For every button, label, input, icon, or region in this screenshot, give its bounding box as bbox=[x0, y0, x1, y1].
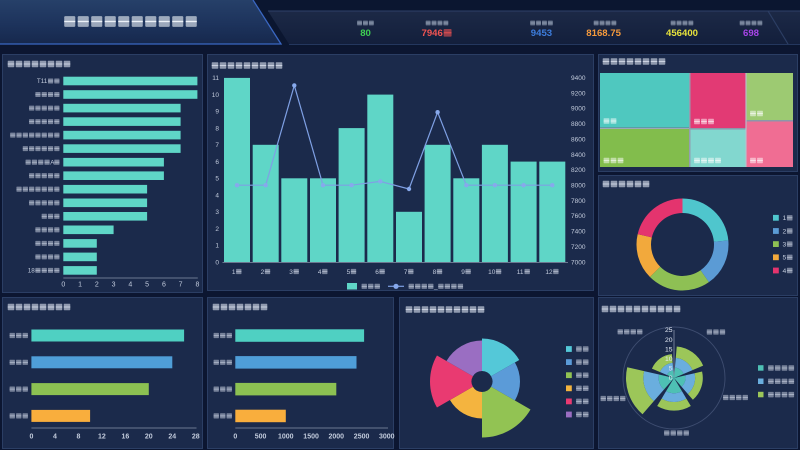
svg-text:2: 2 bbox=[95, 282, 99, 289]
svg-text:_: _ bbox=[433, 284, 438, 291]
svg-text:16: 16 bbox=[122, 434, 130, 441]
svg-text:4: 4 bbox=[783, 268, 787, 275]
svg-text:456400: 456400 bbox=[666, 28, 698, 39]
svg-text:9: 9 bbox=[215, 109, 219, 116]
svg-text:1: 1 bbox=[232, 269, 236, 276]
svg-text:7400: 7400 bbox=[571, 229, 586, 236]
svg-text:7: 7 bbox=[404, 269, 408, 276]
svg-text:4: 4 bbox=[128, 282, 132, 289]
svg-text:25: 25 bbox=[665, 327, 673, 334]
svg-text:0: 0 bbox=[215, 259, 219, 266]
svg-text:20: 20 bbox=[665, 337, 673, 344]
svg-text:20: 20 bbox=[145, 434, 153, 441]
svg-text:1: 1 bbox=[215, 243, 219, 250]
svg-text:1500: 1500 bbox=[303, 434, 319, 441]
svg-text:9200: 9200 bbox=[571, 90, 586, 97]
svg-text:2: 2 bbox=[215, 226, 219, 233]
svg-text:1: 1 bbox=[783, 215, 787, 222]
svg-text:4: 4 bbox=[215, 192, 219, 199]
svg-text:2500: 2500 bbox=[354, 434, 370, 441]
svg-text:2: 2 bbox=[783, 228, 787, 235]
svg-text:7: 7 bbox=[179, 282, 183, 289]
svg-text:10: 10 bbox=[488, 269, 496, 276]
svg-text:8168.75: 8168.75 bbox=[586, 28, 621, 39]
svg-text:5: 5 bbox=[347, 269, 351, 276]
svg-text:8: 8 bbox=[195, 282, 199, 289]
svg-text:7600: 7600 bbox=[571, 213, 586, 220]
svg-text:12: 12 bbox=[98, 434, 106, 441]
svg-text:8200: 8200 bbox=[571, 167, 586, 174]
svg-text:5: 5 bbox=[669, 366, 673, 373]
svg-text:0: 0 bbox=[669, 375, 673, 382]
svg-text:6: 6 bbox=[375, 269, 379, 276]
svg-text:8800: 8800 bbox=[571, 121, 586, 128]
svg-text:1000: 1000 bbox=[278, 434, 294, 441]
svg-text:4: 4 bbox=[53, 434, 57, 441]
svg-text:2000: 2000 bbox=[329, 434, 345, 441]
svg-text:7946: 7946 bbox=[422, 28, 443, 39]
svg-text:5: 5 bbox=[783, 255, 787, 262]
svg-text:3: 3 bbox=[783, 242, 787, 249]
svg-text:9000: 9000 bbox=[571, 106, 586, 113]
svg-text:3: 3 bbox=[289, 269, 293, 276]
svg-text:11: 11 bbox=[517, 269, 524, 276]
svg-text:8: 8 bbox=[215, 125, 219, 132]
svg-text:28: 28 bbox=[192, 434, 200, 441]
svg-text:3: 3 bbox=[112, 282, 116, 289]
svg-text:7200: 7200 bbox=[571, 244, 586, 251]
svg-text:0: 0 bbox=[233, 434, 237, 441]
svg-text:80: 80 bbox=[360, 28, 371, 39]
svg-text:0: 0 bbox=[29, 434, 33, 441]
svg-text:8600: 8600 bbox=[571, 136, 586, 143]
svg-text:9453: 9453 bbox=[531, 28, 552, 39]
svg-text:8: 8 bbox=[433, 269, 437, 276]
svg-text:7: 7 bbox=[215, 142, 219, 149]
svg-text:0: 0 bbox=[61, 282, 65, 289]
svg-text:T11: T11 bbox=[37, 78, 48, 85]
svg-text:2: 2 bbox=[261, 269, 265, 276]
svg-text:1: 1 bbox=[78, 282, 82, 289]
svg-text:10: 10 bbox=[212, 92, 220, 99]
svg-text:500: 500 bbox=[255, 434, 267, 441]
svg-text:4: 4 bbox=[318, 269, 322, 276]
svg-text:15: 15 bbox=[665, 346, 673, 353]
svg-text:6: 6 bbox=[215, 159, 219, 166]
svg-text:18: 18 bbox=[28, 268, 36, 275]
svg-text:10: 10 bbox=[665, 356, 673, 363]
svg-text:7800: 7800 bbox=[571, 198, 586, 205]
svg-text:3000: 3000 bbox=[379, 434, 395, 441]
svg-text:5: 5 bbox=[145, 282, 149, 289]
svg-text:A: A bbox=[50, 159, 55, 166]
svg-text:9400: 9400 bbox=[571, 75, 586, 82]
svg-text:3: 3 bbox=[215, 209, 219, 216]
svg-text:698: 698 bbox=[743, 28, 760, 39]
svg-text:8: 8 bbox=[76, 434, 80, 441]
svg-text:24: 24 bbox=[168, 434, 176, 441]
svg-text:5: 5 bbox=[215, 176, 219, 183]
svg-text:7000: 7000 bbox=[571, 259, 586, 266]
svg-text:12: 12 bbox=[545, 269, 553, 276]
svg-text:6: 6 bbox=[162, 282, 166, 289]
svg-text:9: 9 bbox=[461, 269, 465, 276]
svg-text:8000: 8000 bbox=[571, 183, 586, 190]
svg-text:8400: 8400 bbox=[571, 152, 586, 159]
svg-text:11: 11 bbox=[212, 75, 219, 82]
